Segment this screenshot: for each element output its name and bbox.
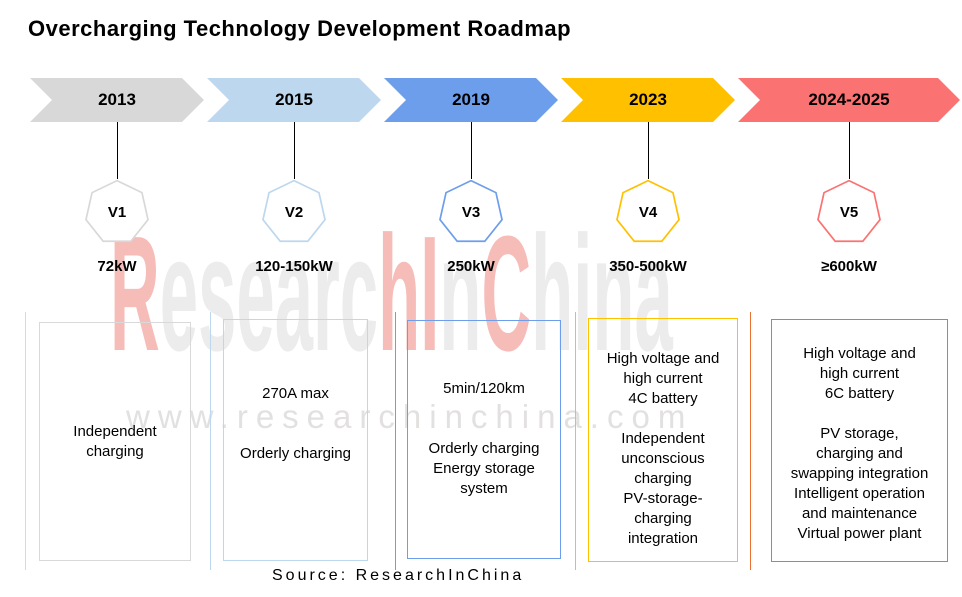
stage-divider <box>575 312 576 570</box>
connector-line <box>849 122 850 179</box>
power-label: ≥600kW <box>821 258 877 275</box>
milestone-arrow-2019: 2019 <box>384 78 558 122</box>
power-label: 250kW <box>447 258 495 275</box>
connector-line <box>117 122 118 179</box>
milestone-year: 2024-2025 <box>808 90 890 109</box>
connector-line <box>648 122 649 179</box>
version-badge-v3: V3 <box>437 178 505 246</box>
detail-box-2024-2025: High voltage and high current 6C battery… <box>771 319 948 562</box>
stage-divider <box>210 312 211 570</box>
milestone-arrow-2023: 2023 <box>561 78 735 122</box>
power-label: 72kW <box>97 258 137 275</box>
source-text: Source: ResearchInChina <box>272 567 525 584</box>
version-label: V3 <box>461 203 481 221</box>
stage-divider <box>25 312 26 570</box>
heptagon-icon <box>817 179 881 243</box>
version-label: V1 <box>107 203 127 221</box>
power-label: 120-150kW <box>255 258 333 275</box>
heptagon-icon <box>85 179 149 243</box>
milestone-arrow-2013: 2013 <box>30 78 204 122</box>
version-badge-v1: V1 <box>83 178 151 246</box>
detail-box-2015: 270A max Orderly charging <box>223 319 368 561</box>
milestone-year: 2013 <box>98 90 136 109</box>
heptagon-icon <box>439 179 503 243</box>
version-badge-v5: V5 <box>815 178 883 246</box>
heptagon-icon <box>262 179 326 243</box>
version-label: V5 <box>839 203 859 221</box>
milestone-year: 2023 <box>629 90 667 109</box>
connector-line <box>471 122 472 179</box>
heptagon-icon <box>616 179 680 243</box>
power-label: 350-500kW <box>609 258 687 275</box>
version-badge-v2: V2 <box>260 178 328 246</box>
version-badge-v4: V4 <box>614 178 682 246</box>
detail-box-2019: 5min/120km Orderly charging Energy stora… <box>407 320 561 559</box>
page-title: Overcharging Technology Development Road… <box>28 16 572 41</box>
version-label: V2 <box>284 203 304 221</box>
connector-line <box>294 122 295 179</box>
stage-divider <box>395 312 396 570</box>
stage-divider <box>750 312 751 570</box>
milestone-year: 2015 <box>275 90 313 109</box>
milestone-arrow-2015: 2015 <box>207 78 381 122</box>
milestone-arrow-2024-2025: 2024-2025 <box>738 78 960 122</box>
detail-box-2023: High voltage and high current 4C battery… <box>588 318 738 562</box>
detail-box-2013: Independent charging <box>39 322 191 561</box>
milestone-year: 2019 <box>452 90 490 109</box>
version-label: V4 <box>638 203 658 221</box>
